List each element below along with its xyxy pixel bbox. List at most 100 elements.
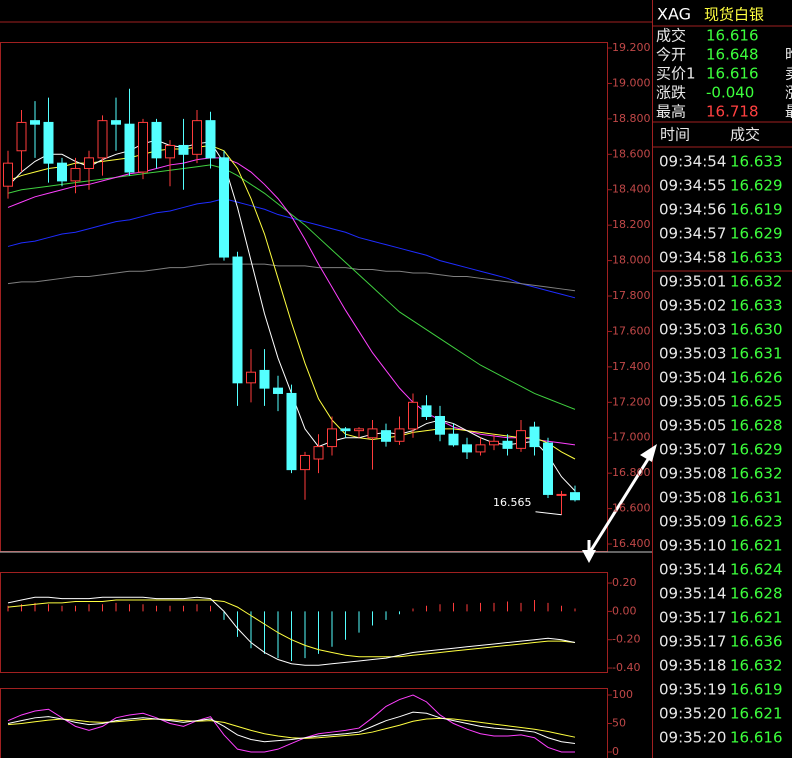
candle-body [84,157,94,169]
tick-price: 16.619 [730,681,783,699]
indicator-line [7,694,575,753]
candle-body [570,492,580,501]
quote-value: 16.616 [706,27,759,45]
candle-body [489,440,499,446]
y-tick-label: 0.20 [612,576,637,589]
tick-time: 09:34:55 [659,177,726,195]
table-header: 时间 [660,126,690,144]
tick-price: 16.636 [730,633,783,651]
y-tick-label: 17.400 [612,360,651,373]
y-tick-label: 17.200 [612,395,651,408]
tick-time: 09:35:01 [659,273,726,291]
indicator-line [7,198,576,299]
quote-label: 今开 [656,46,686,64]
candle-body [232,256,243,384]
y-tick-label: -0.40 [612,661,640,674]
y-tick-label: 17.800 [612,289,651,302]
tick-price: 16.633 [730,153,783,171]
candle-body [246,371,256,384]
candle-body [43,121,54,164]
candle-body [111,120,121,125]
tick-price: 16.624 [730,561,783,579]
candle-body [30,120,40,125]
tick-time: 09:35:10 [659,537,726,555]
quote-value: 16.616 [706,65,759,83]
candle-body [205,120,216,159]
tick-time: 09:35:08 [659,489,726,507]
candle-body [124,123,135,173]
candle-body [192,120,202,155]
tick-time: 09:35:05 [659,417,726,435]
tick-price: 16.621 [730,537,783,555]
quote-label: 最高 [656,103,686,121]
tick-time: 09:35:02 [659,297,726,315]
candle-body [462,444,472,453]
quote-label-clipped: 昨 [785,46,792,64]
tick-time: 09:35:18 [659,657,726,675]
quote-label-clipped: 卖 [785,65,792,83]
candle-body [313,446,324,460]
tick-price: 16.631 [730,489,783,507]
y-tick-label: 19.000 [612,76,651,89]
candle-body [138,121,148,173]
tick-price: 16.629 [730,177,783,195]
candle-body [286,392,297,471]
quote-value: -0.040 [706,84,754,102]
y-tick-label: 19.200 [612,41,651,54]
tick-time: 09:35:20 [659,705,726,723]
candle-body [273,387,283,394]
y-tick-label: 18.400 [612,183,651,196]
tick-price: 16.630 [730,321,783,339]
tick-price: 16.631 [730,345,783,363]
y-tick-label: 17.000 [612,431,651,444]
table-header: 成交 [730,126,760,144]
y-tick-label: 0.00 [612,604,637,617]
symbol-name: 现货白银 [704,6,764,24]
quote-value: 16.718 [706,103,759,121]
tick-time: 09:35:03 [659,321,726,339]
candle-body [151,121,162,159]
tick-time: 09:35:05 [659,393,726,411]
tick-price: 16.621 [730,609,783,627]
tick-time: 09:35:09 [659,513,726,531]
arrow-head [640,444,657,462]
tick-price: 16.623 [730,513,783,531]
candle-body [394,428,405,442]
quote-label-clipped: 最 [785,103,792,121]
candle-body [165,144,175,159]
tick-price: 16.629 [730,225,783,243]
candle-body [502,440,513,449]
tick-time: 09:34:54 [659,153,726,171]
symbol: XAG [657,5,691,24]
candle-body [408,401,418,430]
arrows [582,444,657,563]
tick-price: 16.619 [730,201,783,219]
tick-time: 09:35:07 [659,441,726,459]
tick-time: 09:35:08 [659,465,726,483]
tick-price: 16.621 [730,705,783,723]
indicator-line [7,596,576,666]
arrow-shaft [588,455,652,553]
tick-price: 16.628 [730,417,783,435]
candle-body [354,428,364,432]
candle-body [516,430,526,449]
candle-body [529,426,540,448]
candle-body [543,442,553,495]
y-tick-label: 16.600 [612,502,651,515]
candle-body [3,162,13,187]
tick-price: 16.626 [730,369,783,387]
y-tick-label: 100 [612,688,633,701]
candle-body [259,369,270,389]
indicator-line [7,263,576,292]
y-tick-label: 18.800 [612,112,651,125]
quote-value: 16.648 [706,46,759,64]
y-tick-label: 50 [612,717,626,730]
candle-body [435,415,445,435]
tick-price: 16.632 [730,657,783,675]
y-tick-label: 17.600 [612,324,651,337]
tick-price: 16.616 [730,729,783,747]
candle-body [97,120,108,159]
candle-body [475,444,486,453]
candle-body [556,493,567,496]
